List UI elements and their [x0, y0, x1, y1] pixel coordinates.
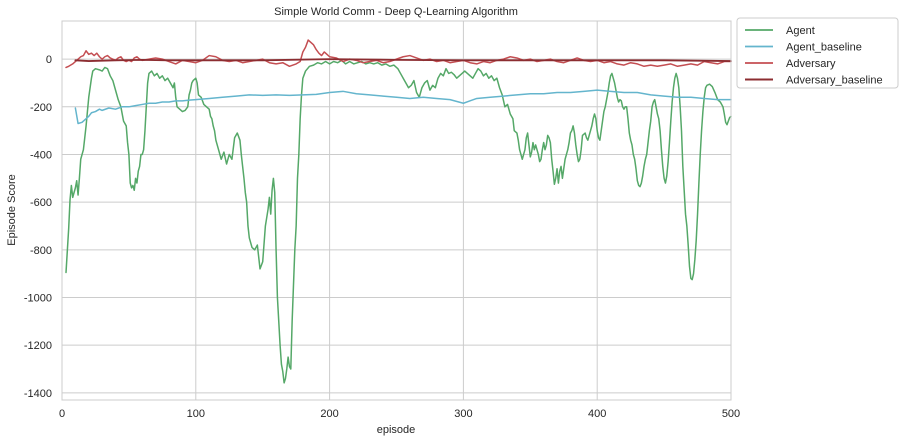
x-tick-label: 0: [59, 408, 65, 420]
x-tick-label: 100: [187, 408, 205, 420]
y-tick-label: -200: [30, 102, 52, 114]
legend-item-agent-baseline: Agent_baseline: [745, 42, 862, 54]
series-line-adversary-baseline: [74, 58, 732, 62]
legend-label: Adversary_baseline: [786, 75, 883, 87]
y-tick-label: -1200: [24, 340, 52, 352]
legend-frame: [736, 17, 899, 89]
series-line-agent-baseline: [74, 89, 732, 125]
x-tick-labels: 0 100 200 300 400 500: [59, 408, 740, 420]
y-tick-label: -1000: [24, 293, 52, 305]
y-tick-labels: 0 -200 -400 -600 -800 -1000 -1200 -1400: [24, 54, 52, 400]
x-tick-label: 200: [320, 408, 338, 420]
grid: [61, 21, 732, 400]
legend-item-adversary: Adversary: [745, 58, 836, 70]
y-tick-label: 0: [46, 54, 52, 66]
series-line-agent: [65, 59, 732, 384]
plot-frame: [61, 20, 732, 401]
legend-label: Agent_baseline: [786, 42, 862, 54]
legend-item-adversary-baseline: Adversary_baseline: [745, 75, 883, 87]
y-tick-label: -1400: [24, 388, 52, 400]
series-layer: [65, 39, 732, 384]
x-axis-label: episode: [377, 424, 416, 436]
chart-title: Simple World Comm - Deep Q-Learning Algo…: [274, 6, 518, 18]
legend-item-agent: Agent: [745, 25, 815, 37]
y-tick-label: -400: [30, 149, 52, 161]
series-line-adversary: [65, 39, 732, 69]
legend-label: Agent: [786, 25, 815, 37]
legend-label: Adversary: [786, 58, 836, 70]
y-tick-label: -600: [30, 197, 52, 209]
legend: Agent Agent_baseline Adversary Adversary_ba…: [736, 17, 899, 89]
x-tick-label: 300: [454, 408, 472, 420]
y-axis-label: Episode Score: [6, 174, 18, 246]
x-tick-label: 400: [588, 408, 606, 420]
y-tick-label: -800: [30, 245, 52, 257]
x-tick-label: 500: [722, 408, 740, 420]
